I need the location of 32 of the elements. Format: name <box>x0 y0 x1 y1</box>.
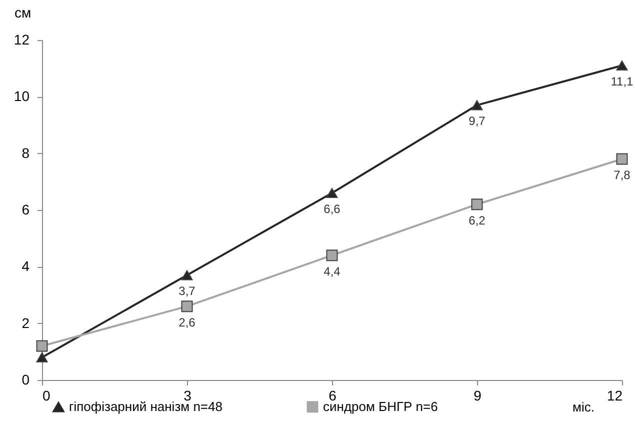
data-label: 3,7 <box>178 284 196 298</box>
point <box>36 340 48 352</box>
data-label: 4,4 <box>324 264 341 278</box>
point <box>36 352 48 362</box>
data-label: 11,1 <box>610 74 634 88</box>
point <box>326 250 338 262</box>
point <box>181 270 193 280</box>
y-tick-label: 10 <box>14 88 30 104</box>
x-tick-label: 12 <box>606 388 623 404</box>
x-tick-label: 3 <box>184 388 192 404</box>
y-tick-label: 0 <box>22 372 30 388</box>
point <box>616 60 628 71</box>
data-label: 7,8 <box>614 168 631 182</box>
point <box>471 198 483 210</box>
y-axis-title: см <box>14 4 32 20</box>
data-label: 2,6 <box>178 315 196 330</box>
x-axis-title: міс. <box>572 400 594 414</box>
point <box>616 153 628 165</box>
point <box>326 188 338 198</box>
data-label: 6,6 <box>324 202 341 216</box>
data-label: 6,2 <box>468 213 486 228</box>
y-tick-label: 8 <box>22 144 30 161</box>
y-tick-label: 12 <box>14 32 30 48</box>
x-tick-label: 0 <box>42 388 50 404</box>
point <box>181 300 193 312</box>
data-label: 9,7 <box>468 114 486 128</box>
point <box>471 100 483 110</box>
y-tick-label: 2 <box>22 314 30 331</box>
x-tick-label: 6 <box>328 388 337 404</box>
x-tick-label: 9 <box>474 388 482 404</box>
y-tick-label: 4 <box>22 258 30 274</box>
y-tick-label: 6 <box>22 202 30 218</box>
